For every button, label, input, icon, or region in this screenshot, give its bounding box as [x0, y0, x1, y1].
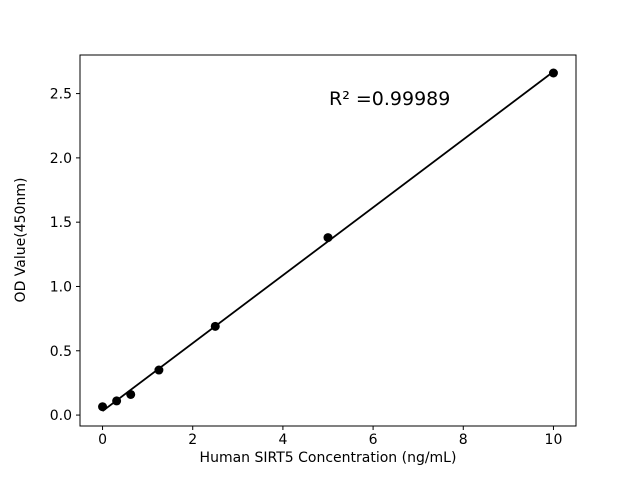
- x-tick-label: 2: [188, 432, 197, 448]
- data-point: [112, 396, 122, 406]
- data-point: [210, 321, 220, 331]
- data-point: [126, 389, 136, 399]
- x-tick-label: 0: [98, 432, 107, 448]
- x-tick-label: 8: [459, 432, 468, 448]
- y-axis-label: OD Value(450nm): [13, 177, 29, 303]
- y-tick-label: 0.0: [50, 408, 72, 424]
- data-point: [548, 68, 558, 78]
- y-tick-label: 2.5: [50, 87, 72, 103]
- data-point: [154, 365, 164, 375]
- y-tick-label: 1.5: [50, 215, 72, 231]
- x-axis-label: Human SIRT5 Concentration (ng/mL): [199, 450, 457, 466]
- x-tick-label: 4: [278, 432, 287, 448]
- x-tick-label: 10: [545, 432, 563, 448]
- y-tick-label: 0.5: [50, 344, 72, 360]
- x-tick-label: 6: [369, 432, 378, 448]
- y-tick-label: 1.0: [50, 279, 72, 295]
- plot-frame: [79, 54, 577, 427]
- r-squared-annotation: R² =0.99989: [329, 88, 451, 110]
- y-tick-label: 2.0: [50, 151, 72, 167]
- data-point: [98, 402, 108, 412]
- data-point: [323, 233, 333, 243]
